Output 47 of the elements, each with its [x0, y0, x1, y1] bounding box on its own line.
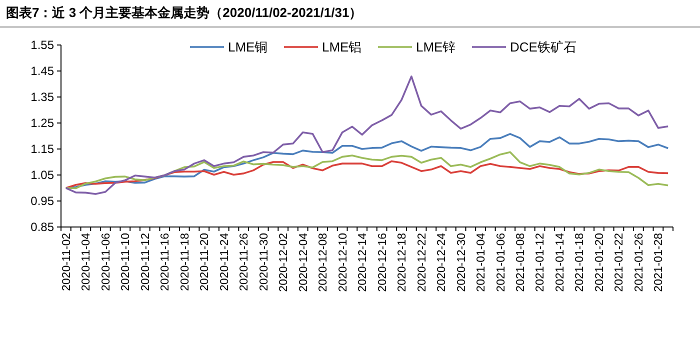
- x-tick-label: 2020-11-20: [199, 233, 212, 291]
- x-tick-label: 2020-12-24: [436, 232, 448, 292]
- y-tick-label: 0.95: [30, 194, 54, 208]
- x-tick-label: 2021-01-12: [534, 233, 547, 292]
- x-tick-label: 2021-01-22: [614, 233, 626, 292]
- chart-title: 图表7：近 3 个月主要基本金属走势（2020/11/02-2021/1/31）: [6, 5, 362, 20]
- x-tick-label: 2021-01-14: [554, 232, 566, 292]
- y-tick-label: 0.85: [30, 220, 54, 234]
- line-series: [65, 151, 669, 190]
- line-series: [65, 160, 669, 189]
- x-tick-label: 2020-11-24: [218, 232, 231, 291]
- x-tick-label: 2020-11-12: [140, 233, 152, 291]
- x-tick-label: 2020-12-08: [318, 233, 330, 292]
- x-tick-label: 2021-01-06: [495, 233, 508, 292]
- x-tick-label: 2020-11-30: [258, 233, 270, 291]
- x-tick-label: 2021-01-26: [633, 233, 646, 292]
- x-tick-label: 2020-11-06: [100, 233, 112, 291]
- x-tick-label: 2020-12-10: [337, 233, 350, 292]
- x-tick-label: 2020-11-18: [179, 233, 192, 291]
- y-tick-label: 1.55: [30, 38, 54, 52]
- legend-label: LME铜: [228, 40, 268, 55]
- y-tick-label: 1.15: [30, 142, 54, 156]
- legend-label: LME铝: [322, 40, 362, 55]
- y-tick-label: 1.25: [30, 116, 54, 130]
- x-tick-label: 2021-01-20: [594, 233, 606, 292]
- legend-label: DCE铁矿石: [510, 40, 576, 55]
- x-tick-label: 2021-01-28: [653, 233, 666, 292]
- legend-label: LME锌: [416, 40, 456, 55]
- x-tick-label: 2020-12-18: [396, 233, 409, 292]
- x-tick-label: 2020-11-10: [120, 233, 132, 291]
- x-tick-label: 2020-11-02: [60, 233, 73, 291]
- x-tick-label: 2020-12-04: [298, 232, 310, 292]
- y-tick-label: 1.35: [30, 90, 54, 104]
- x-tick-label: 2021-01-08: [515, 233, 527, 292]
- y-tick-label: 1.05: [30, 168, 54, 182]
- x-tick-label: 2020-12-22: [416, 233, 428, 292]
- x-tick-label: 2021-01-04: [476, 232, 488, 292]
- y-tick-label: 1.45: [30, 64, 54, 78]
- x-tick-label: 2021-01-18: [574, 233, 586, 292]
- line-series: [65, 76, 669, 195]
- x-tick-label: 2020-12-16: [376, 233, 389, 292]
- x-tick-label: 2020-12-14: [357, 232, 370, 292]
- x-tick-label: 2020-11-04: [80, 232, 93, 291]
- x-tick-label: 2020-12-30: [456, 233, 468, 292]
- x-tick-label: 2020-12-02: [278, 233, 290, 292]
- x-tick-label: 2020-11-16: [160, 233, 172, 291]
- x-tick-label: 2020-11-26: [238, 233, 251, 291]
